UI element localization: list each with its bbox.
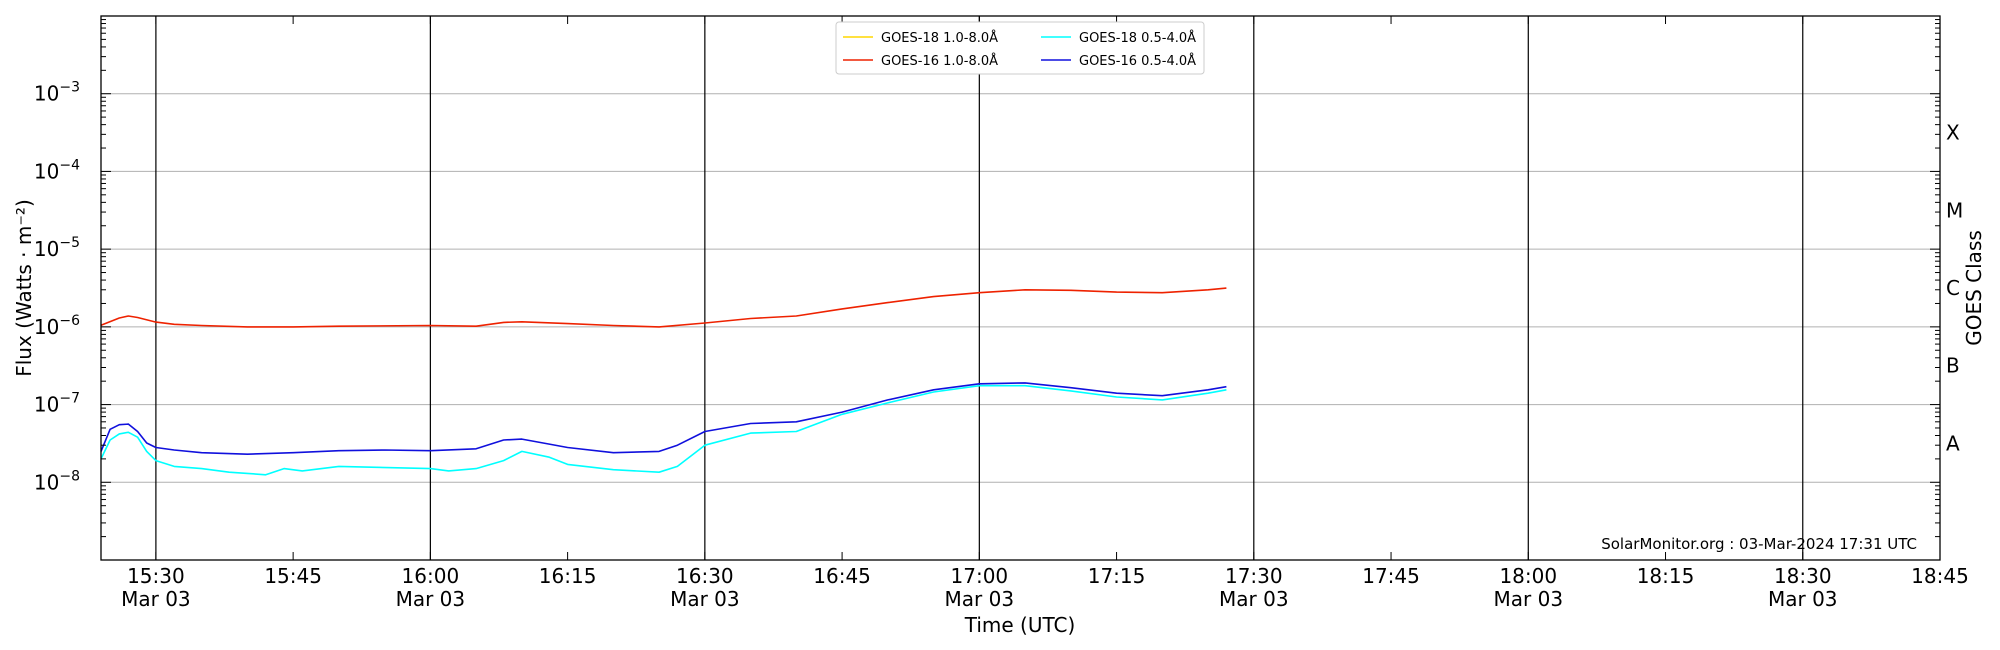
series-layer [100,287,1227,476]
legend-box [835,21,1205,75]
y-tick-label: 10−8 [34,468,80,494]
series-line [100,382,1227,456]
right-axis-title: GOES Class [1962,230,1986,346]
x-tick-label: 17:45 [1362,564,1420,588]
goes-class-label: X [1946,121,1960,145]
series-line [100,384,1227,476]
x-tick-date-label: Mar 03 [1768,587,1838,611]
plot-frame [100,15,1941,561]
x-axis-title: Time (UTC) [964,613,1076,637]
horizontal-grid [101,93,1940,483]
y-axis-title: Flux (Watts · m⁻²) [12,199,36,377]
x-tick-label: 16:15 [539,564,597,588]
goes-class-labels: A B C M X [1946,121,1963,456]
x-tick-label: 15:30 [127,564,185,588]
series-line [100,287,1227,328]
x-tick-label: 16:00 [402,564,460,588]
x-tick-date-label: Mar 03 [1219,587,1289,611]
x-tick-label: 17:30 [1225,564,1283,588]
credit-label: SolarMonitor.org : 03-Mar-2024 17:31 UTC [1601,535,1917,553]
y-tick-label: 10−6 [34,313,80,339]
x-tick-date-label: Mar 03 [1494,587,1564,611]
x-tick-label: 16:45 [813,564,871,588]
legend-label: GOES-16 0.5-4.0Å [1079,53,1196,69]
goes-class-label: B [1946,354,1960,378]
x-tick-label: 16:30 [676,564,734,588]
legend-label: GOES-16 1.0-8.0Å [881,53,998,69]
legend-label: GOES-18 1.0-8.0Å [881,30,998,46]
goes-class-label: M [1946,198,1963,222]
x-tick-label: 17:00 [951,564,1009,588]
goes-class-label: A [1946,431,1960,455]
legend: GOES-18 1.0-8.0Å GOES-16 1.0-8.0Å GOES-18 … [835,21,1205,75]
y-tick-label: 10−4 [34,157,80,183]
x-tick-label: 18:45 [1911,564,1969,588]
x-tick-label: 18:15 [1637,564,1695,588]
x-tick-label: 18:00 [1499,564,1557,588]
x-tick-label: 18:30 [1774,564,1832,588]
goes-class-label: C [1946,276,1960,300]
y-tick-labels: 10−8 10−7 10−6 10−5 10−4 10−3 [34,80,80,495]
x-tick-date-label: Mar 03 [121,587,191,611]
legend-label: GOES-18 0.5-4.0Å [1079,30,1196,46]
vertical-grid [155,16,1804,560]
x-tick-date-label: Mar 03 [396,587,466,611]
x-tick-date-label: Mar 03 [945,587,1015,611]
x-tick-date-label: Mar 03 [670,587,740,611]
y-tick-label: 10−7 [34,391,80,417]
x-tick-label: 17:15 [1088,564,1146,588]
x-tick-label: 15:45 [264,564,322,588]
axis-ticks [101,16,1941,561]
y-tick-label: 10−3 [34,80,80,106]
y-tick-label: 10−5 [34,235,80,261]
